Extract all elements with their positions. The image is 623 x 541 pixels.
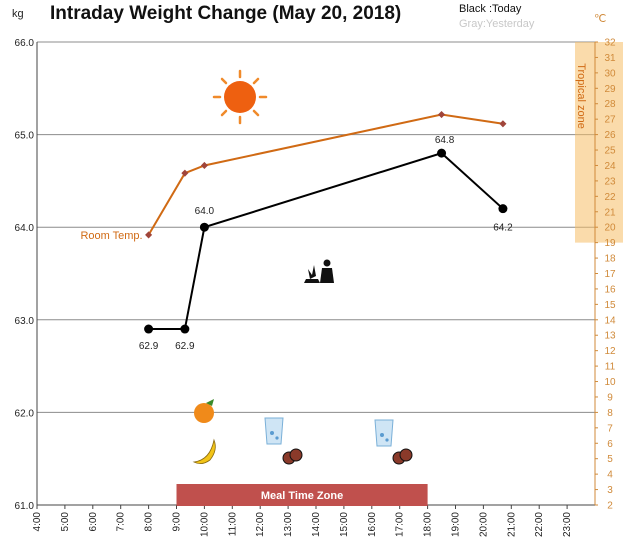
y2-tick-label: 11 (605, 362, 616, 373)
y2-tick-label: 24 (604, 161, 616, 172)
x-tick-label: 13:00 (283, 512, 294, 537)
y2-tick-label: 6 (607, 439, 613, 450)
x-tick-label: 10:00 (199, 512, 210, 537)
y-ticks: 61.0 62.0 63.0 64.0 65.0 66.0 (15, 38, 35, 512)
y2-tick-label: 18 (604, 254, 616, 265)
today-point (437, 148, 447, 158)
today-point (498, 204, 508, 214)
today-data-label: 64.2 (493, 223, 513, 234)
y2-tick-label: 12 (604, 346, 616, 357)
y2-tick-label: 26 (604, 130, 616, 141)
room-temp-point (499, 120, 507, 128)
today-line (148, 151, 504, 331)
y2-tick-label: 19 (604, 238, 616, 249)
today-data-label: 64.8 (435, 135, 455, 146)
y2-tick-label: 5 (607, 454, 613, 465)
x-ticks: 4:00 5:00 6:00 7:00 8:00 9:00 10:00 11:00 12:00 1… (32, 505, 573, 537)
x-tick-label: 23:00 (562, 512, 573, 537)
y2-tick-label: 25 (604, 146, 616, 157)
x-tick-label: 7:00 (116, 512, 127, 532)
y2-tick-label: 22 (604, 192, 616, 203)
x-tick-label: 18:00 (423, 512, 434, 537)
y-tick-label: 66.0 (15, 38, 35, 49)
y2-tick-label: 28 (604, 99, 616, 110)
y2-tick-label: 10 (604, 377, 616, 388)
meal-time-zone-bar (176, 484, 428, 506)
x-tick-label: 12:00 (255, 512, 266, 537)
water-glass-icon (264, 417, 284, 445)
x-tick-label: 11:00 (227, 512, 238, 537)
y-tick-label: 62.0 (15, 408, 35, 419)
cookie-icon (282, 448, 303, 465)
y2-tick-label: 29 (604, 84, 616, 95)
y2-tick-label: 2 (607, 501, 613, 512)
today-data-label: 62.9 (139, 341, 159, 352)
x-tick-label: 22:00 (534, 512, 545, 537)
y2-tick-label: 30 (604, 68, 616, 79)
x-tick-label: 5:00 (60, 512, 71, 532)
y2-tick-label: 13 (604, 331, 616, 342)
gardening-icon (304, 259, 334, 283)
y-axis-unit: kg (12, 8, 24, 20)
y2-tick-label: 23 (604, 176, 616, 187)
x-tick-label: 19:00 (451, 512, 462, 537)
today-data-label: 64.0 (195, 206, 215, 217)
x-tick-label: 8:00 (144, 512, 155, 532)
orange-icon (194, 399, 214, 423)
x-tick-label: 9:00 (172, 512, 183, 532)
x-tick-label: 16:00 (367, 512, 378, 537)
room-temp-point (200, 161, 208, 170)
y2-tick-label: 21 (604, 207, 616, 218)
y-tick-label: 65.0 (15, 131, 35, 142)
y2-tick-label: 32 (604, 38, 616, 49)
y2-tick-label: 7 (607, 423, 613, 434)
y2-tick-label: 14 (604, 315, 616, 326)
y2-tick-label: 8 (607, 408, 613, 419)
y2-tick-label: 16 (604, 284, 616, 295)
x-tick-label: 4:00 (32, 512, 43, 532)
today-point (180, 324, 190, 334)
room-temp-point (438, 111, 446, 119)
grid (37, 41, 595, 506)
today-point (199, 222, 209, 232)
y2-tick-label: 27 (604, 115, 616, 126)
water-glass-icon (374, 419, 394, 447)
room-temp-point (145, 231, 153, 239)
x-tick-label: 20:00 (478, 512, 489, 537)
y2-axis-unit: ℃ (594, 13, 607, 25)
y2-tick-label: 4 (607, 470, 613, 481)
legend-yesterday: Gray:Yesterday (459, 18, 535, 30)
y2-tick-label: 17 (604, 269, 616, 280)
banana-icon (192, 438, 216, 464)
room-temp-label: Room Temp. (80, 230, 142, 242)
series-layer: 62.9 62.9 64.0 64.8 64.2 (139, 111, 513, 352)
meal-time-zone-label: Meal Time Zone (261, 490, 343, 502)
y-tick-label: 61.0 (15, 501, 35, 512)
y2-tick-label: 9 (607, 392, 613, 403)
tropical-zone-label: Tropical zone (575, 63, 587, 129)
y2-tick-label: 15 (604, 300, 616, 311)
axes (36, 42, 596, 506)
y2-tick-label: 31 (604, 53, 616, 64)
chart-title: Intraday Weight Change (May 20, 2018) (50, 3, 402, 24)
x-tick-label: 6:00 (88, 512, 99, 532)
today-data-label: 62.9 (175, 341, 195, 352)
today-point (144, 324, 154, 334)
room-temp-point (181, 169, 189, 177)
x-tick-label: 15:00 (339, 512, 350, 537)
y2-tick-label: 20 (604, 223, 616, 234)
sun-icon (212, 69, 268, 125)
y2-tick-label: 3 (607, 485, 613, 496)
x-tick-label: 17:00 (395, 512, 406, 537)
y2-ticks: 2345678910111213141516171819202122232425… (595, 38, 616, 512)
y-tick-label: 63.0 (15, 316, 35, 327)
cookie-icon (392, 448, 413, 465)
x-tick-label: 21:00 (506, 512, 517, 537)
legend-today: Black :Today (459, 3, 522, 15)
tropical-zone-band (575, 42, 623, 243)
x-tick-label: 14:00 (311, 512, 322, 537)
y-tick-label: 64.0 (15, 223, 35, 234)
